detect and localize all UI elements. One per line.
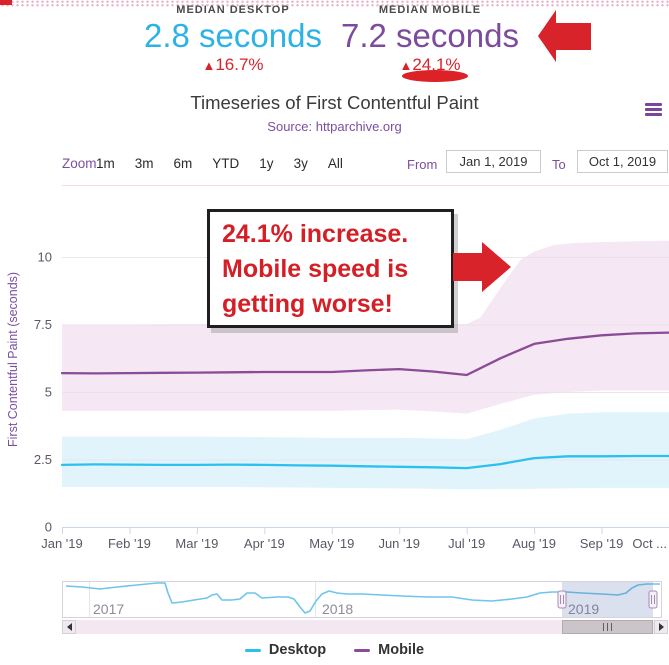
red-oval-highlight — [402, 70, 468, 82]
zoom-button-1m[interactable]: 1m — [96, 156, 115, 171]
scrollbar-left-arrow[interactable] — [62, 620, 76, 634]
series-line-mobile — [60, 331, 669, 377]
navigator-handle-right[interactable] — [648, 590, 658, 609]
x-tick-label: Apr '19 — [244, 536, 285, 551]
x-tick-label: Mar '19 — [175, 536, 218, 551]
scrollbar-thumb[interactable] — [562, 620, 653, 634]
zoom-button-6m[interactable]: 6m — [173, 156, 193, 171]
x-tick-label: Jun '19 — [378, 536, 420, 551]
x-tick-label: Jan '19 — [41, 536, 83, 551]
from-label: From — [407, 157, 438, 172]
x-tick-label: Jul '19 — [448, 536, 485, 551]
zoom-button-3m[interactable]: 3m — [134, 156, 154, 171]
scrollbar — [62, 620, 668, 634]
zoom-buttons: 1m 3m 6m YTD 1y 3y All — [96, 156, 343, 171]
year-label-2018: 2018 — [322, 601, 353, 617]
annotation-line-3: getting worse! — [222, 290, 393, 318]
legend-name: Mobile — [378, 642, 425, 658]
zoom-button-1y[interactable]: 1y — [259, 156, 274, 171]
scrollbar-track[interactable] — [76, 620, 654, 634]
zoom-button-3y[interactable]: 3y — [293, 156, 308, 171]
series-line-desktop — [60, 454, 669, 470]
scrollbar-right-arrow[interactable] — [654, 620, 668, 634]
grip-icon — [603, 623, 612, 631]
x-tick-label: Sep '19 — [580, 536, 624, 551]
zoom-button-ytd[interactable]: YTD — [212, 156, 240, 171]
corner-red-dash — [0, 0, 12, 5]
chart-title: Timeseries of First Contentful Paint — [190, 92, 479, 113]
navigator-selected-range[interactable] — [562, 582, 653, 617]
y-tick-label: 5 — [45, 385, 52, 400]
kpi-desktop-delta: ▲16.7% — [202, 55, 264, 74]
to-label: To — [552, 157, 566, 172]
x-tick-label: Feb '19 — [108, 536, 151, 551]
legend-item-mobile[interactable]: Mobile — [354, 642, 424, 658]
chart-subtitle: Source: httparchive.org — [267, 119, 402, 134]
band-desktop — [62, 412, 669, 490]
x-tick-label: Oct ... — [632, 536, 667, 551]
y-tick-label: 0 — [45, 520, 52, 535]
annotation-line-2: Mobile speed is — [222, 255, 409, 283]
year-label-2019: 2019 — [568, 601, 599, 617]
y-tick-label: 10 — [38, 250, 52, 265]
up-triangle-icon: ▲ — [202, 58, 216, 73]
legend-line-icon — [244, 648, 261, 652]
zoom-button-all[interactable]: All — [327, 156, 343, 171]
to-date-input[interactable] — [577, 150, 668, 173]
navigator-outline — [62, 581, 662, 618]
red-arrow-left — [538, 10, 591, 62]
legend-name: Desktop — [268, 642, 327, 658]
kpi-mobile-delta: ▲24.1% — [399, 55, 461, 74]
red-arrow-right — [453, 242, 511, 292]
kpi-median-mobile: MEDIAN MOBILE 7.2 seconds ▲24.1% — [315, 4, 545, 75]
kpi-desktop-label: MEDIAN DESKTOP — [176, 4, 290, 16]
up-triangle-icon: ▲ — [399, 58, 413, 73]
annotation-callout: 24.1% increase. Mobile speed is getting … — [207, 209, 454, 328]
navigator-handle-left[interactable] — [557, 590, 567, 609]
zoom-label: Zoom — [62, 156, 97, 171]
annotation-line-1: 24.1% increase. — [222, 220, 409, 248]
x-tick-label: Aug '19 — [512, 536, 556, 551]
x-tick-label: May '19 — [309, 536, 354, 551]
left-triangle-icon — [66, 623, 72, 631]
kpi-median-desktop: MEDIAN DESKTOP 2.8 seconds ▲16.7% — [118, 4, 348, 75]
y-tick-label: 2.5 — [34, 452, 52, 467]
right-triangle-icon — [658, 623, 664, 631]
chart-legend: Desktop Mobile — [0, 642, 669, 658]
from-date-input[interactable] — [446, 150, 541, 173]
y-tick-label: 7.5 — [34, 317, 52, 332]
legend-line-icon — [354, 648, 371, 652]
chart-context-menu-icon[interactable] — [645, 103, 662, 116]
kpi-desktop-value: 2.8 seconds — [144, 17, 322, 54]
kpi-mobile-label: MEDIAN MOBILE — [378, 4, 482, 16]
legend-item-desktop[interactable]: Desktop — [244, 642, 327, 658]
year-label-2017: 2017 — [93, 601, 124, 617]
dotted-border-top — [0, 0, 669, 7]
kpi-mobile-value: 7.2 seconds — [341, 17, 519, 54]
